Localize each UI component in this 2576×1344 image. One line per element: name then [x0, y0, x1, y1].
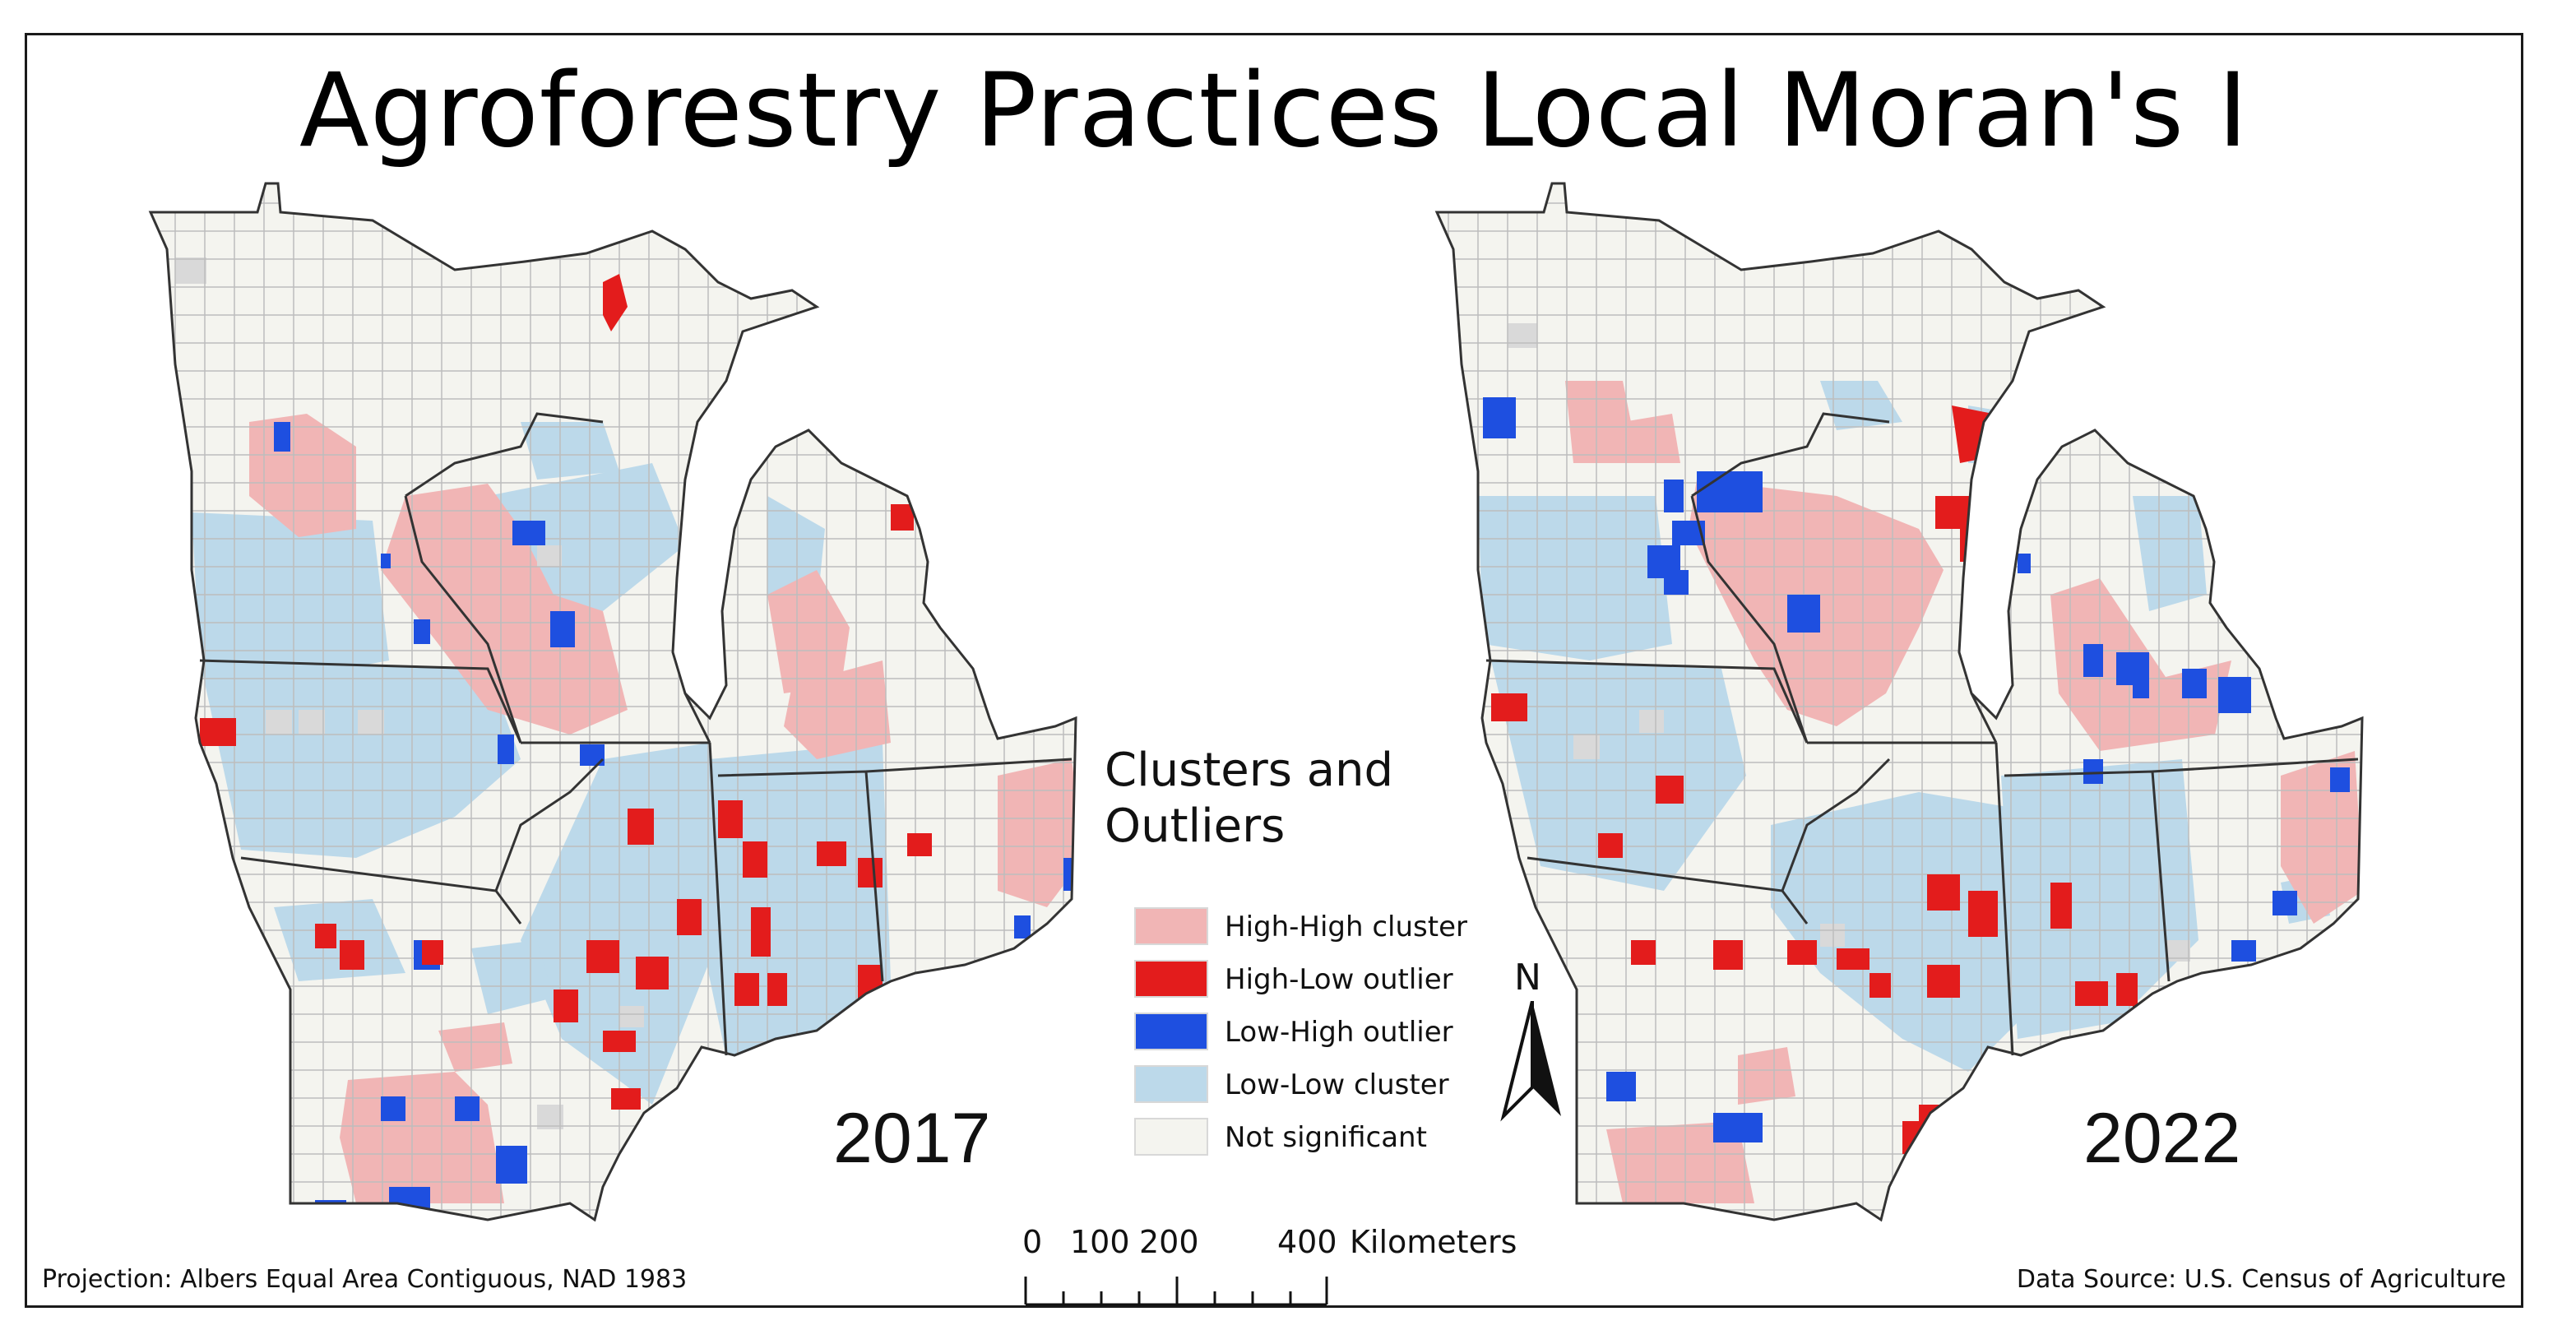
north-arrow: N [1483, 957, 1582, 1122]
legend: Clusters and Outliers High-High cluster … [1105, 743, 1467, 1156]
legend-label: High-Low outlier [1225, 963, 1453, 996]
maps-canvas: 2017 [148, 182, 2364, 1222]
scale-bar: 0 100 200 400 Kilometers [998, 1224, 1573, 1314]
legend-label: Low-Low cluster [1225, 1068, 1449, 1101]
scale-bar-line [1024, 1277, 1328, 1306]
scale-tick-100: 100 [1070, 1224, 1130, 1260]
projection-note: Projection: Albers Equal Area Contiguous… [42, 1265, 688, 1294]
map-2017: 2017 [148, 182, 1077, 1222]
legend-label: Low-High outlier [1225, 1016, 1453, 1049]
scale-tick-0: 0 [1022, 1224, 1043, 1260]
legend-label: High-High cluster [1225, 911, 1467, 943]
north-arrow-icon [1500, 1001, 1561, 1122]
year-label-2022: 2022 [2083, 1099, 2240, 1178]
scale-tick-400: 400 [1277, 1224, 1337, 1260]
legend-title: Clusters and Outliers [1105, 744, 1394, 853]
legend-label: Not significant [1225, 1121, 1427, 1154]
legend-swatch [1134, 1013, 1208, 1050]
map-frame: Agroforestry Practices Local Moran's I [25, 33, 2523, 1308]
legend-swatch [1134, 960, 1208, 998]
year-label-2017: 2017 [833, 1099, 990, 1178]
scale-tick-200: 200 [1139, 1224, 1199, 1260]
data-source-note: Data Source: U.S. Census of Agriculture [2016, 1265, 2506, 1294]
legend-swatch [1134, 1118, 1208, 1156]
scale-unit: Kilometers [1350, 1224, 1517, 1260]
map-title: Agroforestry Practices Local Moran's I [299, 52, 2249, 170]
legend-swatch [1134, 1065, 1208, 1103]
legend-swatch [1134, 907, 1208, 945]
north-label: N [1514, 957, 1541, 999]
